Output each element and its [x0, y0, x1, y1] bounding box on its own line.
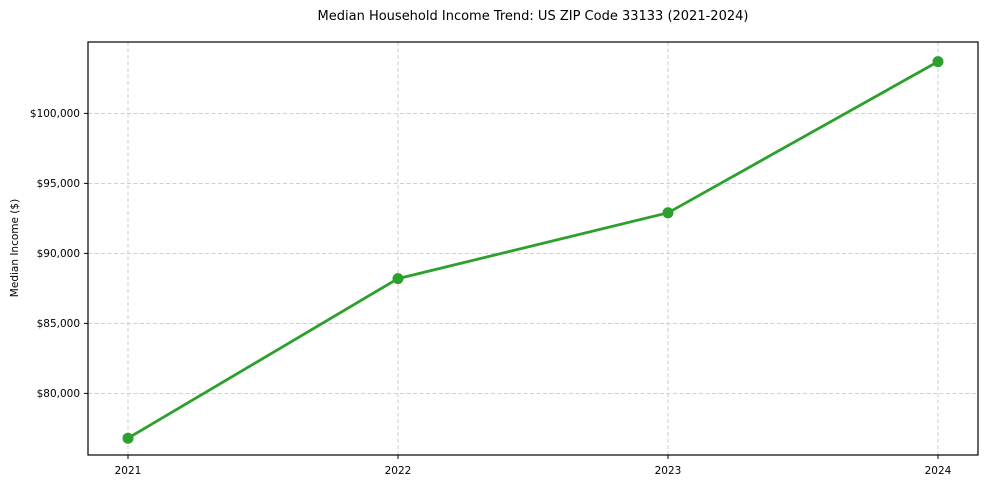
- x-tick-label: 2021: [115, 465, 142, 477]
- data-point: [392, 273, 404, 285]
- y-tick-label: $100,000: [30, 108, 80, 120]
- y-tick-label: $95,000: [37, 178, 80, 190]
- y-tick-label: $80,000: [37, 388, 80, 400]
- chart-title: Median Household Income Trend: US ZIP Co…: [317, 9, 749, 24]
- plot-frame: [87, 41, 979, 456]
- data-line: [126, 60, 940, 440]
- x-tick-label: 2024: [925, 465, 952, 477]
- y-tick-label: $85,000: [37, 318, 80, 330]
- data-point: [122, 432, 134, 444]
- x-tick-label: 2022: [385, 465, 412, 477]
- x-tick-label: 2023: [655, 465, 682, 477]
- y-tick-label: $90,000: [37, 248, 80, 260]
- data-point: [662, 207, 674, 219]
- data-point: [932, 56, 944, 68]
